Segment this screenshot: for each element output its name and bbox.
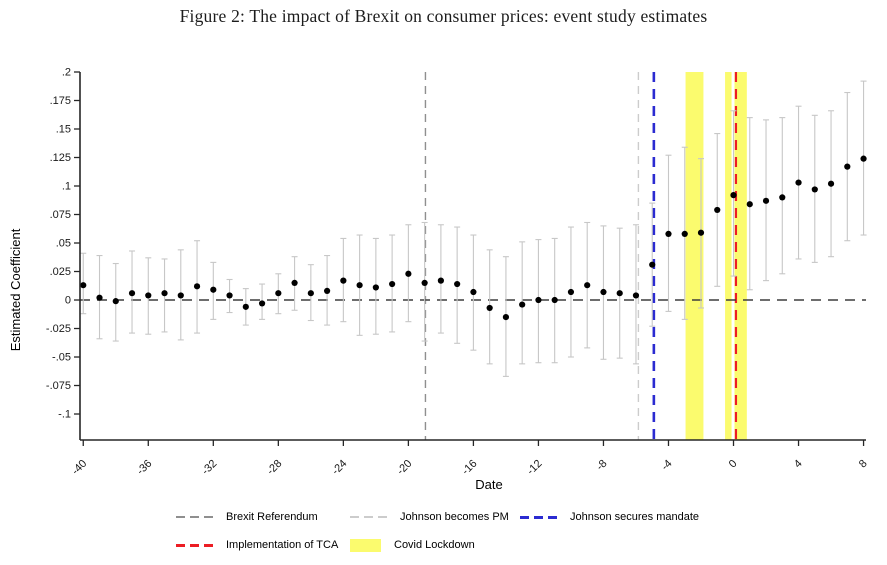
x-tick-label: 4 <box>792 458 805 471</box>
y-tick-label: .075 <box>50 209 71 221</box>
estimate-dot <box>145 292 152 299</box>
estimate-dot <box>584 282 591 289</box>
estimate-dot <box>80 282 87 289</box>
covid-lockdown-band <box>725 72 732 440</box>
estimate-dot <box>551 296 558 304</box>
y-tick-label: .15 <box>56 124 71 136</box>
estimate-dot <box>356 282 363 289</box>
y-axis-title: Estimated Coefficient <box>8 228 23 351</box>
x-tick-label: 0 <box>727 458 740 471</box>
estimate-dot <box>616 290 623 297</box>
legend-item-johnson-secures-mandate: Johnson secures mandate <box>520 509 699 525</box>
estimate-dot <box>844 163 851 170</box>
estimate-dot <box>795 179 802 186</box>
estimate-dot <box>437 277 444 284</box>
estimate-dot <box>307 290 314 297</box>
estimate-dot <box>372 284 379 291</box>
y-tick-label: .05 <box>56 238 71 250</box>
estimate-dot <box>714 206 721 214</box>
tca-dash-key-icon <box>176 543 213 547</box>
estimate-dot <box>193 283 201 290</box>
estimate-dot <box>226 292 233 299</box>
estimate-dot <box>242 303 249 310</box>
estimate-dot <box>665 230 672 237</box>
legend-item-johnson-becomes-pm: Johnson becomes PM <box>350 509 509 525</box>
y-tick-label: -.1 <box>58 409 71 421</box>
estimate-dot <box>730 192 737 199</box>
estimate-dot <box>210 286 217 293</box>
estimate-dot <box>811 186 818 193</box>
legend-label: Covid Lockdown <box>394 539 475 551</box>
x-tick-label: -40 <box>70 458 90 478</box>
legend-item-implementation-of-tca: Implementation of TCA <box>176 537 338 553</box>
estimate-dot <box>697 229 705 236</box>
estimate-dot <box>600 288 607 296</box>
estimate-dot <box>470 288 477 296</box>
x-tick-label: -20 <box>395 458 415 478</box>
figure-title: Figure 2: The impact of Brexit on consum… <box>179 6 708 26</box>
estimate-dot <box>291 279 298 287</box>
y-tick-label: .2 <box>62 67 71 79</box>
estimate-dot <box>649 261 656 268</box>
x-tick-label: -36 <box>135 458 155 478</box>
y-tick-label: .125 <box>50 152 71 164</box>
x-tick-label: -8 <box>594 458 609 473</box>
estimate-dot <box>860 155 867 162</box>
estimate-dot <box>746 201 753 208</box>
estimate-dot <box>486 304 493 312</box>
legend-label: Implementation of TCA <box>226 539 339 551</box>
legend-item-covid-lockdown: Covid Lockdown <box>350 537 475 553</box>
estimate-dot <box>258 300 266 307</box>
estimate-dot <box>762 197 770 204</box>
y-tick-label: -.075 <box>46 380 71 392</box>
x-tick-label: -16 <box>460 458 480 478</box>
y-tick-label: .175 <box>50 95 71 107</box>
estimate-dot <box>454 280 461 288</box>
y-tick-label: -.05 <box>52 352 71 364</box>
y-tick-label: 0 <box>65 295 71 307</box>
legend-label: Brexit Referendum <box>226 511 318 523</box>
estimate-dot <box>405 270 412 277</box>
johnson-pm-dash-key-icon <box>350 516 387 518</box>
legend-label: Johnson becomes PM <box>400 511 509 523</box>
x-tick-label: -32 <box>200 458 220 478</box>
covid-lockdown-band <box>734 72 747 440</box>
x-tick-label: 8 <box>857 458 870 471</box>
estimate-dot <box>161 290 168 297</box>
estimate-dot <box>632 292 640 299</box>
estimate-dot <box>779 194 786 201</box>
y-tick-label: .1 <box>62 181 71 193</box>
covid-lockdown-band-key-icon <box>350 538 381 552</box>
x-tick-label: -4 <box>659 458 674 473</box>
estimate-dot <box>275 290 282 297</box>
estimate-dot <box>519 301 526 308</box>
y-tick-label: .025 <box>50 266 71 278</box>
estimate-dot <box>177 292 184 299</box>
x-axis-title: Date <box>475 477 502 492</box>
estimate-dot <box>96 294 103 301</box>
estimate-dot <box>389 280 396 288</box>
y-tick-label: -.025 <box>46 323 71 335</box>
estimate-dot <box>681 230 688 237</box>
legend-label: Johnson secures mandate <box>570 511 700 523</box>
estimate-dot <box>128 290 136 297</box>
estimate-dot <box>827 180 835 187</box>
x-tick-label: -24 <box>330 458 350 478</box>
covid-lockdown-band <box>685 72 704 440</box>
johnson-mandate-dash-key-icon <box>520 515 557 519</box>
brexit-referendum-dash-key-icon <box>176 516 213 518</box>
legend-item-brexit-referendum: Brexit Referendum <box>176 509 318 525</box>
estimate-dot <box>323 287 331 294</box>
estimate-dot <box>421 279 428 287</box>
estimate-dot <box>567 288 575 296</box>
x-tick-label: -28 <box>265 458 285 478</box>
estimate-dot <box>112 298 119 305</box>
estimate-dot <box>502 314 510 321</box>
x-tick-label: -12 <box>525 458 545 478</box>
estimate-dot <box>340 277 347 284</box>
event-study-chart: .2 .175 .15 .125 .1 .075 .05 .025 0 -.025 -.05 -.07… <box>8 67 870 493</box>
estimate-dot <box>535 296 542 304</box>
